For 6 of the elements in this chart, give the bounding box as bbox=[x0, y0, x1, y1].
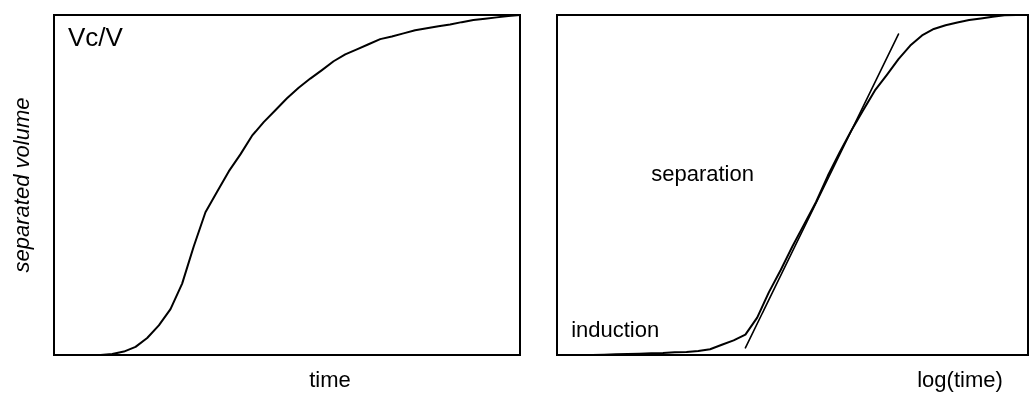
annotation: separation bbox=[651, 160, 754, 186]
x-axis-title: time bbox=[309, 367, 351, 393]
y-axis-title: separated volume bbox=[9, 97, 35, 273]
x-axis-title: log(time) bbox=[917, 367, 1003, 393]
annotation: induction bbox=[571, 317, 660, 343]
annotation: Vc/V bbox=[67, 21, 124, 52]
